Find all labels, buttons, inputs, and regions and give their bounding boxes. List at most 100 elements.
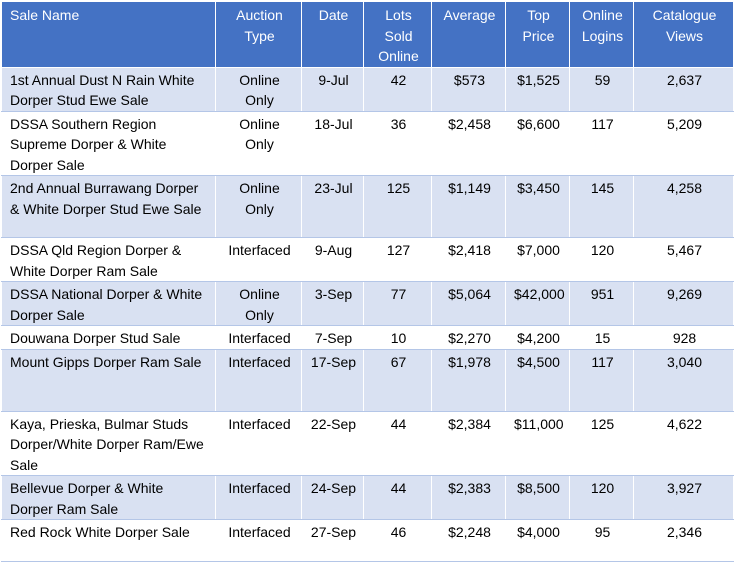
cell-top-price: $4,200: [505, 325, 570, 350]
cell-date: 18-Jul: [301, 110, 364, 176]
cell-sale-name: Bellevue Dorper & White Dorper Ram Sale: [1, 475, 216, 520]
cell-auction-type: Online Only: [215, 175, 302, 238]
cell-online-logins: 59: [569, 66, 634, 112]
cell-date: 3-Sep: [301, 281, 364, 326]
cell-lots-sold-online: 44: [363, 475, 432, 520]
header-top-price: Top Price: [505, 1, 570, 68]
cell-sale-name: Red Rock White Dorper Sale: [1, 519, 216, 562]
cell-sale-name: 1st Annual Dust N Rain White Dorper Stud…: [1, 66, 216, 112]
cell-auction-type: Online Only: [215, 110, 302, 176]
cell-catalogue-views: 3,040: [633, 348, 734, 412]
cell-online-logins: 95: [569, 519, 634, 562]
header-row: Sale Name Auction Type Date Lots Sold On…: [1, 1, 734, 68]
cell-lots-sold-online: 36: [363, 110, 432, 176]
cell-auction-type: Interfaced: [215, 237, 302, 282]
cell-online-logins: 145: [569, 175, 634, 238]
cell-auction-type: Interfaced: [215, 348, 302, 412]
cell-date: 9-Aug: [301, 237, 364, 282]
cell-online-logins: 117: [569, 348, 634, 412]
cell-average: $2,270: [431, 325, 506, 350]
cell-catalogue-views: 3,927: [633, 475, 734, 520]
cell-catalogue-views: 928: [633, 325, 734, 350]
cell-average: $2,248: [431, 519, 506, 562]
cell-catalogue-views: 4,622: [633, 410, 734, 476]
cell-average: $2,458: [431, 110, 506, 176]
cell-date: 9-Jul: [301, 66, 364, 112]
cell-date: 7-Sep: [301, 325, 364, 350]
cell-auction-type: Interfaced: [215, 475, 302, 520]
cell-average: $2,383: [431, 475, 506, 520]
table-row: Douwana Dorper Stud Sale Interfaced 7-Se…: [1, 325, 734, 350]
cell-catalogue-views: 2,637: [633, 66, 734, 112]
table-row: 1st Annual Dust N Rain White Dorper Stud…: [1, 66, 734, 112]
cell-auction-type: Online Only: [215, 66, 302, 112]
table-row: Kaya, Prieska, Bulmar Studs Dorper/White…: [1, 410, 734, 476]
cell-top-price: $4,500: [505, 348, 570, 412]
cell-catalogue-views: 5,467: [633, 237, 734, 282]
cell-lots-sold-online: 67: [363, 348, 432, 412]
header-date: Date: [301, 1, 364, 68]
cell-lots-sold-online: 77: [363, 281, 432, 326]
cell-catalogue-views: 9,269: [633, 281, 734, 326]
cell-sale-name: DSSA Southern Region Supreme Dorper & Wh…: [1, 110, 216, 176]
cell-top-price: $7,000: [505, 237, 570, 282]
cell-online-logins: 15: [569, 325, 634, 350]
cell-online-logins: 120: [569, 237, 634, 282]
header-catalogue-views: Catalogue Views: [633, 1, 734, 68]
cell-auction-type: Interfaced: [215, 410, 302, 476]
cell-catalogue-views: 2,346: [633, 519, 734, 562]
cell-top-price: $8,500: [505, 475, 570, 520]
cell-sale-name: Mount Gipps Dorper Ram Sale: [1, 348, 216, 412]
header-lots-sold-online: Lots Sold Online: [363, 1, 432, 68]
cell-date: 22-Sep: [301, 410, 364, 476]
header-sale-name: Sale Name: [1, 1, 216, 68]
cell-auction-type: Online Only: [215, 281, 302, 326]
table-row: Mount Gipps Dorper Ram Sale Interfaced 1…: [1, 348, 734, 412]
cell-lots-sold-online: 44: [363, 410, 432, 476]
cell-catalogue-views: 4,258: [633, 175, 734, 238]
cell-auction-type: Interfaced: [215, 519, 302, 562]
cell-average: $1,978: [431, 348, 506, 412]
cell-lots-sold-online: 42: [363, 66, 432, 112]
cell-auction-type: Interfaced: [215, 325, 302, 350]
cell-lots-sold-online: 127: [363, 237, 432, 282]
table-row: DSSA National Dorper & White Dorper Sale…: [1, 281, 734, 326]
cell-average: $2,384: [431, 410, 506, 476]
cell-date: 23-Jul: [301, 175, 364, 238]
cell-online-logins: 120: [569, 475, 634, 520]
cell-average: $573: [431, 66, 506, 112]
header-average: Average: [431, 1, 506, 68]
table-row: 2nd Annual Burrawang Dorper & White Dorp…: [1, 175, 734, 238]
cell-top-price: $11,000: [505, 410, 570, 476]
table-row: DSSA Qld Region Dorper & White Dorper Ra…: [1, 237, 734, 282]
cell-average: $2,418: [431, 237, 506, 282]
cell-top-price: $42,000: [505, 281, 570, 326]
cell-sale-name: 2nd Annual Burrawang Dorper & White Dorp…: [1, 175, 216, 238]
header-online-logins: Online Logins: [569, 1, 634, 68]
cell-date: 24-Sep: [301, 475, 364, 520]
cell-sale-name: DSSA Qld Region Dorper & White Dorper Ra…: [1, 237, 216, 282]
cell-top-price: $3,450: [505, 175, 570, 238]
cell-top-price: $6,600: [505, 110, 570, 176]
cell-date: 27-Sep: [301, 519, 364, 562]
table-row: Red Rock White Dorper Sale Interfaced 27…: [1, 519, 734, 562]
cell-online-logins: 951: [569, 281, 634, 326]
cell-top-price: $4,000: [505, 519, 570, 562]
cell-sale-name: Douwana Dorper Stud Sale: [1, 325, 216, 350]
cell-online-logins: 125: [569, 410, 634, 476]
cell-lots-sold-online: 125: [363, 175, 432, 238]
table-row: Bellevue Dorper & White Dorper Ram Sale …: [1, 475, 734, 520]
table-row: DSSA Southern Region Supreme Dorper & Wh…: [1, 110, 734, 176]
cell-average: $5,064: [431, 281, 506, 326]
cell-sale-name: DSSA National Dorper & White Dorper Sale: [1, 281, 216, 326]
cell-lots-sold-online: 46: [363, 519, 432, 562]
cell-average: $1,149: [431, 175, 506, 238]
cell-date: 17-Sep: [301, 348, 364, 412]
cell-catalogue-views: 5,209: [633, 110, 734, 176]
cell-online-logins: 117: [569, 110, 634, 176]
cell-top-price: $1,525: [505, 66, 570, 112]
cell-sale-name: Kaya, Prieska, Bulmar Studs Dorper/White…: [1, 410, 216, 476]
cell-lots-sold-online: 10: [363, 325, 432, 350]
